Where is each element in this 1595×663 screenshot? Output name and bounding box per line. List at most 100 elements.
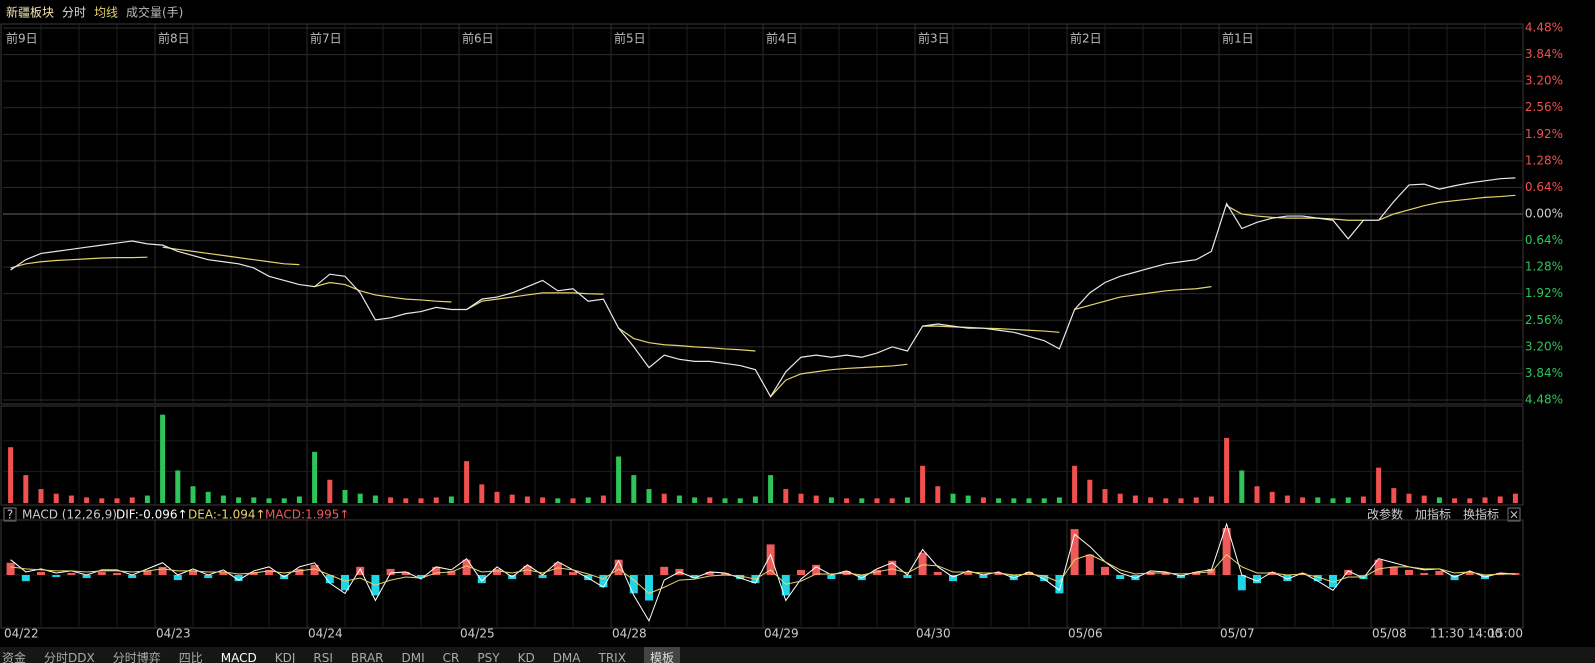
macd-bar: [204, 575, 213, 579]
volume-bar: [904, 497, 910, 503]
avg-line: [314, 281, 452, 303]
volume-bar: [600, 495, 606, 503]
volume-bar: [1026, 498, 1032, 503]
volume-bar: [236, 497, 242, 503]
volume-bar: [464, 461, 470, 503]
volume-bar: [585, 497, 591, 503]
volume-bar: [372, 495, 378, 503]
x-tick-label: 15:00: [1488, 627, 1523, 641]
macd-bar: [1389, 566, 1398, 575]
tab[interactable]: 分时DDX: [44, 651, 95, 663]
tab[interactable]: BRAR: [350, 651, 384, 663]
macd-bar: [797, 569, 805, 575]
volume-bar: [1284, 495, 1290, 503]
tab[interactable]: PSY: [477, 651, 500, 663]
volume-bar: [388, 497, 394, 503]
macd-bar: [1313, 575, 1322, 582]
volume-bar: [980, 497, 986, 503]
tab[interactable]: MACD: [220, 651, 257, 663]
chart: 新疆板块 分时 均线 成交量(手) ? MACD (12,26,9) DIF:-…: [0, 4, 1563, 641]
volume-bar: [1011, 498, 1017, 503]
tab[interactable]: DMA: [552, 651, 581, 663]
volume-bar: [1376, 467, 1382, 503]
y-tick-label: 3.84%: [1525, 366, 1563, 380]
macd-bar: [645, 575, 653, 601]
macd-bar: [1116, 575, 1125, 580]
panel-frame: [0, 405, 1524, 506]
y-tick-label: 3.84%: [1525, 47, 1563, 61]
macd-bar: [37, 571, 45, 575]
y-tick-label: 4.48%: [1525, 21, 1563, 35]
macd-bar: [173, 575, 182, 581]
volume-bar: [798, 493, 804, 503]
volume-bar: [616, 456, 622, 503]
macd-bar: [447, 570, 456, 575]
macd-bar: [812, 564, 821, 575]
volume-bar: [68, 495, 74, 503]
close-icon[interactable]: ×: [1509, 508, 1519, 522]
macd-bar: [827, 575, 836, 580]
volume-bar: [38, 489, 44, 503]
y-tick-label: 0.00%: [1525, 207, 1563, 221]
macd-bar: [781, 575, 790, 596]
close-box[interactable]: [1507, 507, 1521, 522]
tab[interactable]: 模板: [643, 647, 680, 663]
day-label: 前4日: [766, 31, 798, 46]
macd-bar: [949, 575, 957, 582]
macd-bar: [97, 571, 106, 575]
tab[interactable]: KDJ: [274, 651, 296, 663]
toolbar-item[interactable]: 分时: [62, 6, 86, 20]
toolbar-item[interactable]: 成交量(手): [126, 5, 183, 20]
volume-bar: [707, 497, 713, 503]
volume-bar: [23, 475, 29, 503]
macd-bar: [462, 559, 471, 575]
volume-bar: [1102, 489, 1108, 503]
tab[interactable]: CR: [442, 651, 460, 663]
tab[interactable]: KD: [517, 651, 535, 663]
dif-value: DIF:-0.096↑: [116, 508, 188, 522]
y-tick-label: 2.56%: [1525, 100, 1563, 114]
volume-bar: [99, 498, 105, 503]
volume-bar: [1512, 493, 1518, 503]
macd-bar: [432, 566, 441, 575]
y-tick-label: 4.48%: [1525, 393, 1563, 407]
volume-bar: [828, 497, 834, 503]
day-label: 前1日: [1222, 31, 1254, 46]
x-tick-label: 04/25: [460, 627, 495, 641]
macd-bar: [614, 559, 623, 575]
tab[interactable]: 资金: [2, 651, 27, 663]
macd-bar: [158, 566, 167, 575]
volume-bar: [1041, 498, 1047, 503]
macd-bar: [1435, 570, 1444, 575]
macd-bar: [1268, 571, 1277, 575]
volume-bar: [920, 465, 926, 503]
volume-bar: [1208, 496, 1214, 503]
tab[interactable]: 分时博弈: [112, 651, 161, 663]
macd-bar: [249, 571, 258, 575]
volume-bar: [53, 493, 59, 503]
indicator-button[interactable]: 换指标: [1463, 507, 1499, 522]
dea-line: [10, 553, 1516, 594]
volume-bar: [1056, 497, 1062, 503]
tab[interactable]: TRIX: [598, 651, 626, 663]
indicator-button[interactable]: 改参数: [1367, 507, 1403, 522]
volume-bar: [494, 491, 500, 503]
volume-bar: [220, 495, 226, 503]
volume-bar: [357, 493, 363, 503]
toolbar-item[interactable]: 均线: [94, 6, 118, 20]
x-tick-label: 04/24: [308, 627, 343, 641]
volume-bar: [950, 493, 956, 503]
tab[interactable]: RSI: [313, 651, 333, 663]
volume-bar: [722, 498, 728, 503]
help-box[interactable]: [3, 507, 17, 522]
indicator-button[interactable]: 加指标: [1415, 507, 1451, 522]
volume-bar: [813, 495, 819, 503]
volume-bar: [661, 493, 667, 503]
macd-value: MACD:1.995↑: [265, 508, 349, 522]
macd-bar: [660, 566, 669, 575]
avg-line: [1378, 194, 1516, 221]
tab[interactable]: DMI: [401, 651, 425, 663]
tab[interactable]: 四比: [178, 651, 203, 663]
help-icon[interactable]: ?: [7, 508, 13, 522]
macd-bar: [52, 575, 61, 578]
